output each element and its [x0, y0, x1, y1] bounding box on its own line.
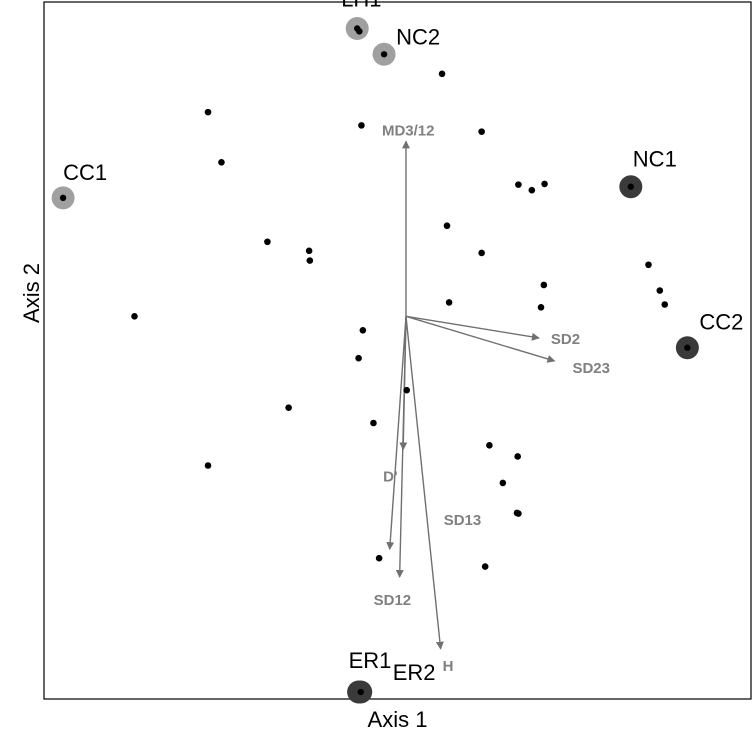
- vector-arrow-sd23: [405, 315, 556, 363]
- data-point: [645, 261, 652, 269]
- point-label-er1: ER1: [349, 648, 392, 673]
- highlight-point-cc2: [684, 344, 691, 351]
- data-point: [375, 554, 383, 562]
- vector-arrow-h: [405, 316, 444, 650]
- y-axis-title: Axis 2: [19, 263, 44, 323]
- data-point: [515, 181, 522, 188]
- highlight-point-nc1: [627, 183, 635, 190]
- data-point: [438, 70, 446, 78]
- data-point: [499, 479, 507, 487]
- data-point: [355, 354, 362, 362]
- data-point: [540, 281, 548, 289]
- highlight-point-cc1: [59, 194, 67, 202]
- data-point: [478, 128, 485, 135]
- data-point: [358, 122, 365, 129]
- data-point: [204, 462, 212, 469]
- data-point: [541, 180, 548, 188]
- data-point: [443, 222, 451, 230]
- highlighted-points: [51, 16, 699, 704]
- vector-arrow-sd2: [405, 315, 540, 341]
- data-point: [306, 257, 314, 264]
- point-label-lh1: LH1: [341, 0, 381, 11]
- data-point: [305, 247, 313, 255]
- data-point: [218, 159, 225, 166]
- point-label-nc2: NC2: [396, 24, 440, 49]
- vector-label: H: [443, 658, 454, 675]
- highlight-point-er2: [357, 688, 364, 696]
- vector-label: SD2: [551, 331, 580, 348]
- data-point: [359, 326, 367, 334]
- data-point: [656, 287, 664, 294]
- data-point: [131, 313, 138, 320]
- point-label-er2: ER2: [393, 660, 436, 685]
- vector-label: SD12: [374, 592, 412, 609]
- data-point: [537, 303, 545, 311]
- x-axis-title: Axis 1: [367, 707, 428, 732]
- data-point: [403, 386, 410, 394]
- point-label-nc1: NC1: [633, 147, 677, 172]
- data-point: [486, 441, 493, 449]
- data-points: [131, 27, 669, 570]
- vector-label: SD13: [444, 512, 482, 529]
- data-point: [285, 404, 292, 411]
- data-point: [514, 453, 521, 460]
- vector-label: MD3/12: [382, 122, 435, 139]
- data-point: [370, 419, 377, 427]
- data-point: [661, 301, 669, 308]
- data-point: [528, 186, 536, 194]
- vector-label: SD23: [572, 360, 610, 377]
- data-point: [481, 563, 489, 570]
- point-label-cc1: CC1: [63, 160, 107, 185]
- point-label-cc2: CC2: [699, 310, 743, 335]
- data-point: [204, 108, 212, 116]
- vector-arrow-sd12: [395, 316, 407, 579]
- plot-frame: [43, 1, 752, 700]
- data-point: [515, 510, 522, 517]
- highlight-point-nc2: [380, 51, 388, 58]
- data-point: [445, 299, 453, 306]
- data-point: [264, 238, 271, 246]
- data-point: [478, 249, 485, 257]
- vector-arrow-sd13: [386, 316, 407, 551]
- data-point: [356, 27, 363, 35]
